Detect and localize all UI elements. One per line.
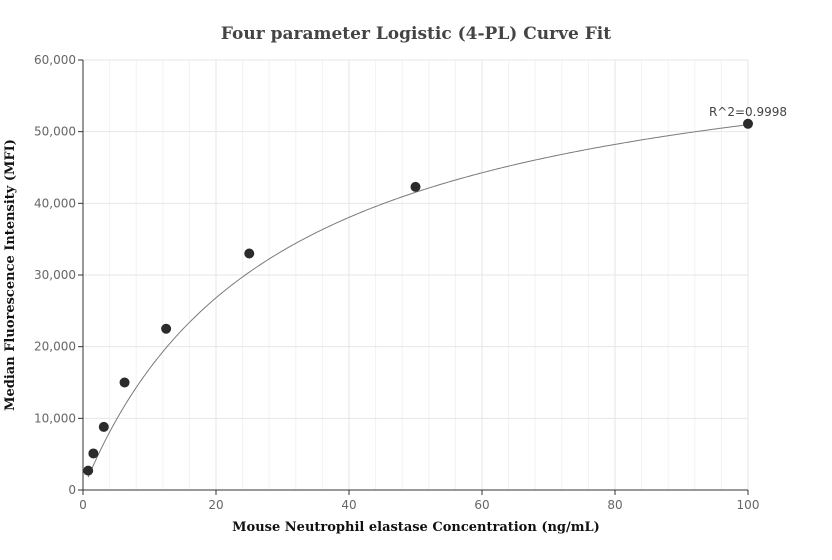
x-tick-label: 40	[341, 498, 356, 512]
data-point	[88, 448, 99, 459]
data-point	[161, 323, 172, 334]
chart-title: Four parameter Logistic (4-PL) Curve Fit	[221, 24, 611, 44]
data-point	[83, 465, 94, 476]
y-tick-label: 0	[68, 483, 76, 497]
x-tick-label: 100	[737, 498, 760, 512]
y-tick-label: 50,000	[34, 125, 76, 139]
x-tick-label: 80	[607, 498, 622, 512]
y-tick-label: 20,000	[34, 340, 76, 354]
x-tick-label: 20	[208, 498, 223, 512]
y-tick-label: 60,000	[34, 53, 76, 67]
x-axis-ticks: 0 20 40 60 80 100	[79, 490, 759, 512]
data-point	[244, 248, 255, 259]
data-points	[83, 118, 753, 476]
x-tick-label: 60	[474, 498, 489, 512]
fit-curve	[87, 124, 749, 478]
data-point	[98, 421, 109, 432]
y-tick-label: 30,000	[34, 268, 76, 282]
y-axis-title: Median Fluorescence Intensity (MFI)	[3, 139, 18, 411]
x-axis-title: Mouse Neutrophil elastase Concentration …	[232, 520, 600, 535]
grid-major	[82, 59, 749, 491]
x-tick-label: 0	[79, 498, 87, 512]
data-point	[743, 118, 753, 129]
y-tick-label: 40,000	[34, 196, 76, 210]
r-squared-annotation: R^2=0.9998	[709, 105, 787, 119]
y-axis-ticks: 0 10,000 20,000 30,000 40,000 50,000 60,000	[34, 53, 83, 497]
data-point	[410, 181, 421, 192]
data-point	[119, 377, 130, 388]
y-tick-label: 10,000	[34, 411, 76, 425]
